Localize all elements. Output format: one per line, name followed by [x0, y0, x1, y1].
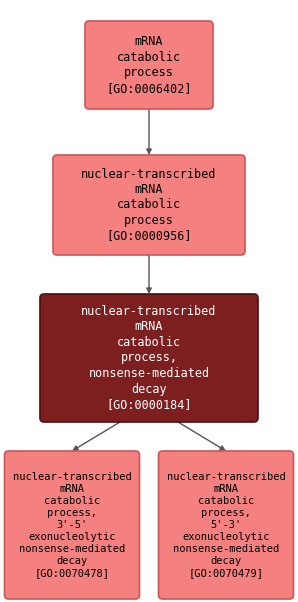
Text: nuclear-transcribed
mRNA
catabolic
process,
5'-3'
exonucleolytic
nonsense-mediat: nuclear-transcribed mRNA catabolic proce…: [167, 472, 285, 578]
Text: nuclear-transcribed
mRNA
catabolic
process
[GO:0000956]: nuclear-transcribed mRNA catabolic proce…: [81, 167, 217, 243]
FancyBboxPatch shape: [85, 21, 213, 109]
Text: nuclear-transcribed
mRNA
catabolic
process,
nonsense-mediated
decay
[GO:0000184]: nuclear-transcribed mRNA catabolic proce…: [81, 305, 217, 411]
Text: nuclear-transcribed
mRNA
catabolic
process,
3'-5'
exonucleolytic
nonsense-mediat: nuclear-transcribed mRNA catabolic proce…: [13, 472, 131, 578]
Text: mRNA
catabolic
process
[GO:0006402]: mRNA catabolic process [GO:0006402]: [106, 36, 192, 95]
FancyBboxPatch shape: [4, 451, 139, 599]
FancyBboxPatch shape: [40, 294, 258, 422]
FancyBboxPatch shape: [53, 155, 245, 255]
FancyBboxPatch shape: [159, 451, 294, 599]
